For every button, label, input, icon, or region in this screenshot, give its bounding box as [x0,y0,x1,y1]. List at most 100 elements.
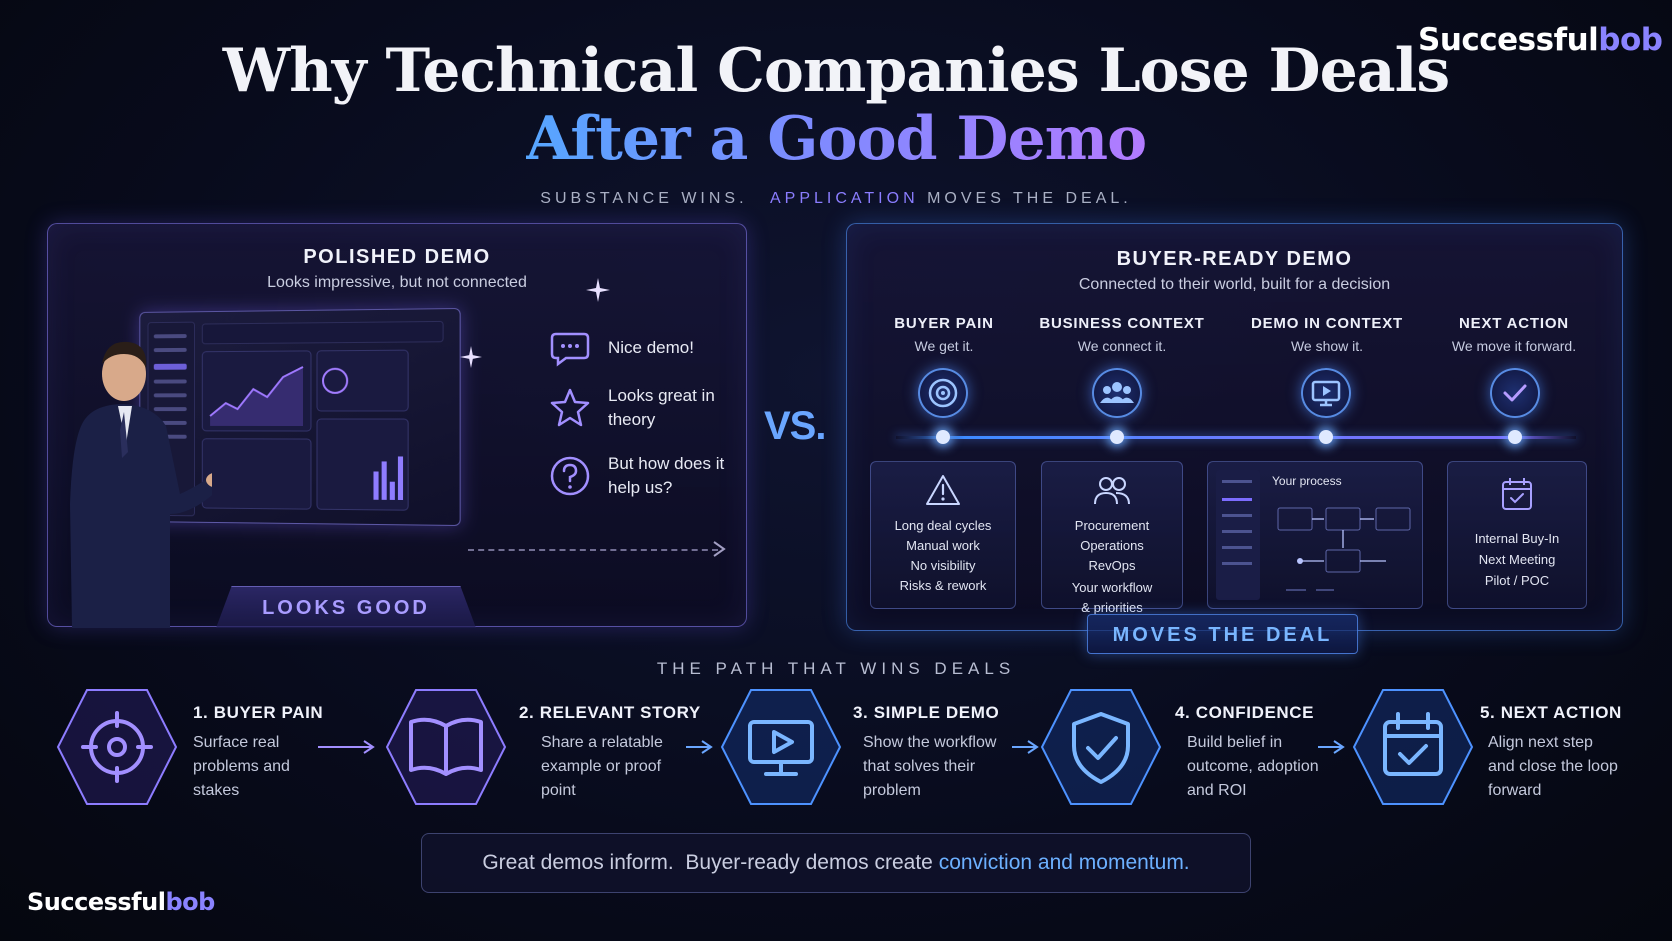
timeline-dot [1508,430,1522,444]
column-buyer-pain: BUYER PAIN We get it. [854,315,1034,354]
step-heading: 4. CONFIDENCE [1175,703,1315,722]
people-icon [1094,477,1130,505]
pain-line: Long deal cycles [894,518,992,533]
pain-card: Long deal cycles Manual work No visibili… [870,461,1016,609]
action-line: Internal Buy-In [1474,531,1560,546]
moves-the-deal-badge: MOVES THE DEAL [1087,614,1358,654]
arrow-right-icon [318,740,375,754]
timeline-dot [1110,430,1124,444]
brand-logo-top: Successfulbob [1418,22,1663,58]
arrow-right-icon [686,740,713,754]
column-next-action: NEXT ACTION We move it forward. [1424,315,1604,354]
monitor-play-icon [720,689,842,805]
context-line: & priorities [1081,600,1143,615]
polished-demo-subtitle: Looks impressive, but not connected [267,274,527,291]
warning-icon [926,475,960,505]
feedback-text: Nice demo! [608,338,694,357]
step-desc-line: Share a relatable [541,734,663,751]
step-heading: 5. NEXT ACTION [1480,703,1622,722]
context-line: Your workflow [1071,580,1153,595]
step-desc-line: point [541,782,576,799]
step-heading: 3. SIMPLE DEMO [853,703,1000,722]
brand-part2: bob [165,888,215,916]
bottom-message: Great demos inform. Buyer-ready demos cr… [421,833,1251,893]
polished-demo-title: POLISHED DEMO [303,246,491,268]
column-sub: We show it. [1290,338,1364,354]
star-icon [550,388,590,427]
bottom-message-text: Great demos inform. Buyer-ready demos cr… [482,851,939,874]
check-icon [1490,368,1540,418]
column-sub: We connect it. [1077,338,1167,354]
tagline: SUBSTANCE WINS. APPLICATION MOVES THE DE… [0,190,1672,208]
arrow-right-icon [1012,740,1039,754]
brand-part1: Successful [27,888,166,916]
column-sub: We get it. [914,338,974,354]
path-title: THE PATH THAT WINS DEALS [656,659,1016,678]
timeline-dot [936,430,950,444]
step-desc-line: and ROI [1187,782,1247,799]
step-desc-line: Align next step [1488,734,1593,751]
page-title-line2: After a Good Demo [0,104,1672,174]
process-card-label: Your process [1272,474,1342,488]
feedback-item-looks-great: Looks great in theory [548,384,738,432]
column-demo-in-context: DEMO IN CONTEXT We show it. [1237,315,1417,354]
arrow-right-icon [713,541,726,557]
timeline-dot [1319,430,1333,444]
step-heading: 2. RELEVANT STORY [519,703,701,722]
step-desc-line: and close the loop [1488,758,1618,775]
dashed-arrow-line [468,549,718,551]
column-sub: We move it forward. [1451,338,1577,354]
polished-demo-panel: POLISHED DEMO Looks impressive, but not … [47,223,747,628]
sparkle-icon [460,346,482,368]
pain-line: No visibility [910,558,976,573]
brand-part2: bob [1598,22,1663,58]
step-desc-line: Show the workflow [863,734,997,751]
column-heading: BUYER PAIN [894,315,994,332]
book-icon [385,689,507,805]
action-line: Pilot / POC [1484,573,1550,588]
step-desc-line: Surface real [193,734,280,751]
process-flow-illustration [1216,470,1411,600]
path-step-5: 5. NEXT ACTION Align next step and close… [1480,703,1622,803]
crosshair-icon [56,689,178,805]
path-step-2: 2. RELEVANT STORY Share a relatable exam… [519,703,701,803]
vs-label: VS. [764,404,826,448]
tagline-part1: SUBSTANCE WINS. [540,190,748,207]
feedback-item-nice-demo: Nice demo! [548,326,738,370]
column-heading: DEMO IN CONTEXT [1250,315,1403,332]
step-desc-line: stakes [193,782,240,799]
dashboard-screen-illustration [139,307,461,527]
team-icon [1092,368,1142,418]
context-line: Operations [1080,538,1144,553]
looks-good-badge: LOOKS GOOD [216,586,476,628]
action-card: Internal Buy-In Next Meeting Pilot / POC [1447,461,1587,609]
bottom-message-highlight: conviction and momentum. [938,851,1190,874]
tagline-accent: APPLICATION [770,190,919,207]
feedback-text: But how does it help us? [608,454,725,497]
sparkle-icon [586,278,610,302]
brand-logo-bottom: Successfulbob [27,888,215,916]
pain-line: Risks & rework [899,578,987,593]
target-icon [918,368,968,418]
page-title-line2-text: After a Good Demo [525,104,1147,174]
shield-check-icon [1040,689,1162,805]
step-heading: 1. BUYER PAIN [193,703,324,722]
monitor-play-icon [1301,368,1351,418]
timeline-line [896,436,1576,439]
path-step-4: 4. CONFIDENCE Build belief in outcome, a… [1175,703,1319,803]
step-desc-line: example or proof [541,758,662,775]
question-icon [550,456,590,496]
path-step-3: 3. SIMPLE DEMO Show the workflow that so… [853,703,999,803]
step-desc-line: problem [863,782,921,799]
column-heading: BUSINESS CONTEXT [1039,315,1205,332]
process-card: Your process [1207,461,1423,609]
step-desc-line: forward [1488,782,1542,799]
step-desc-line: that solves their [863,758,976,775]
context-card: Procurement Operations RevOps Your workf… [1041,461,1183,615]
step-desc-line: Build belief in [1187,734,1283,751]
feedback-text: Looks great in theory [608,386,715,429]
action-line: Next Meeting [1478,552,1556,567]
buyer-ready-title: BUYER-READY DEMO [1116,248,1353,270]
step-desc-line: outcome, adoption [1187,758,1319,775]
presenter-illustration [62,334,230,628]
